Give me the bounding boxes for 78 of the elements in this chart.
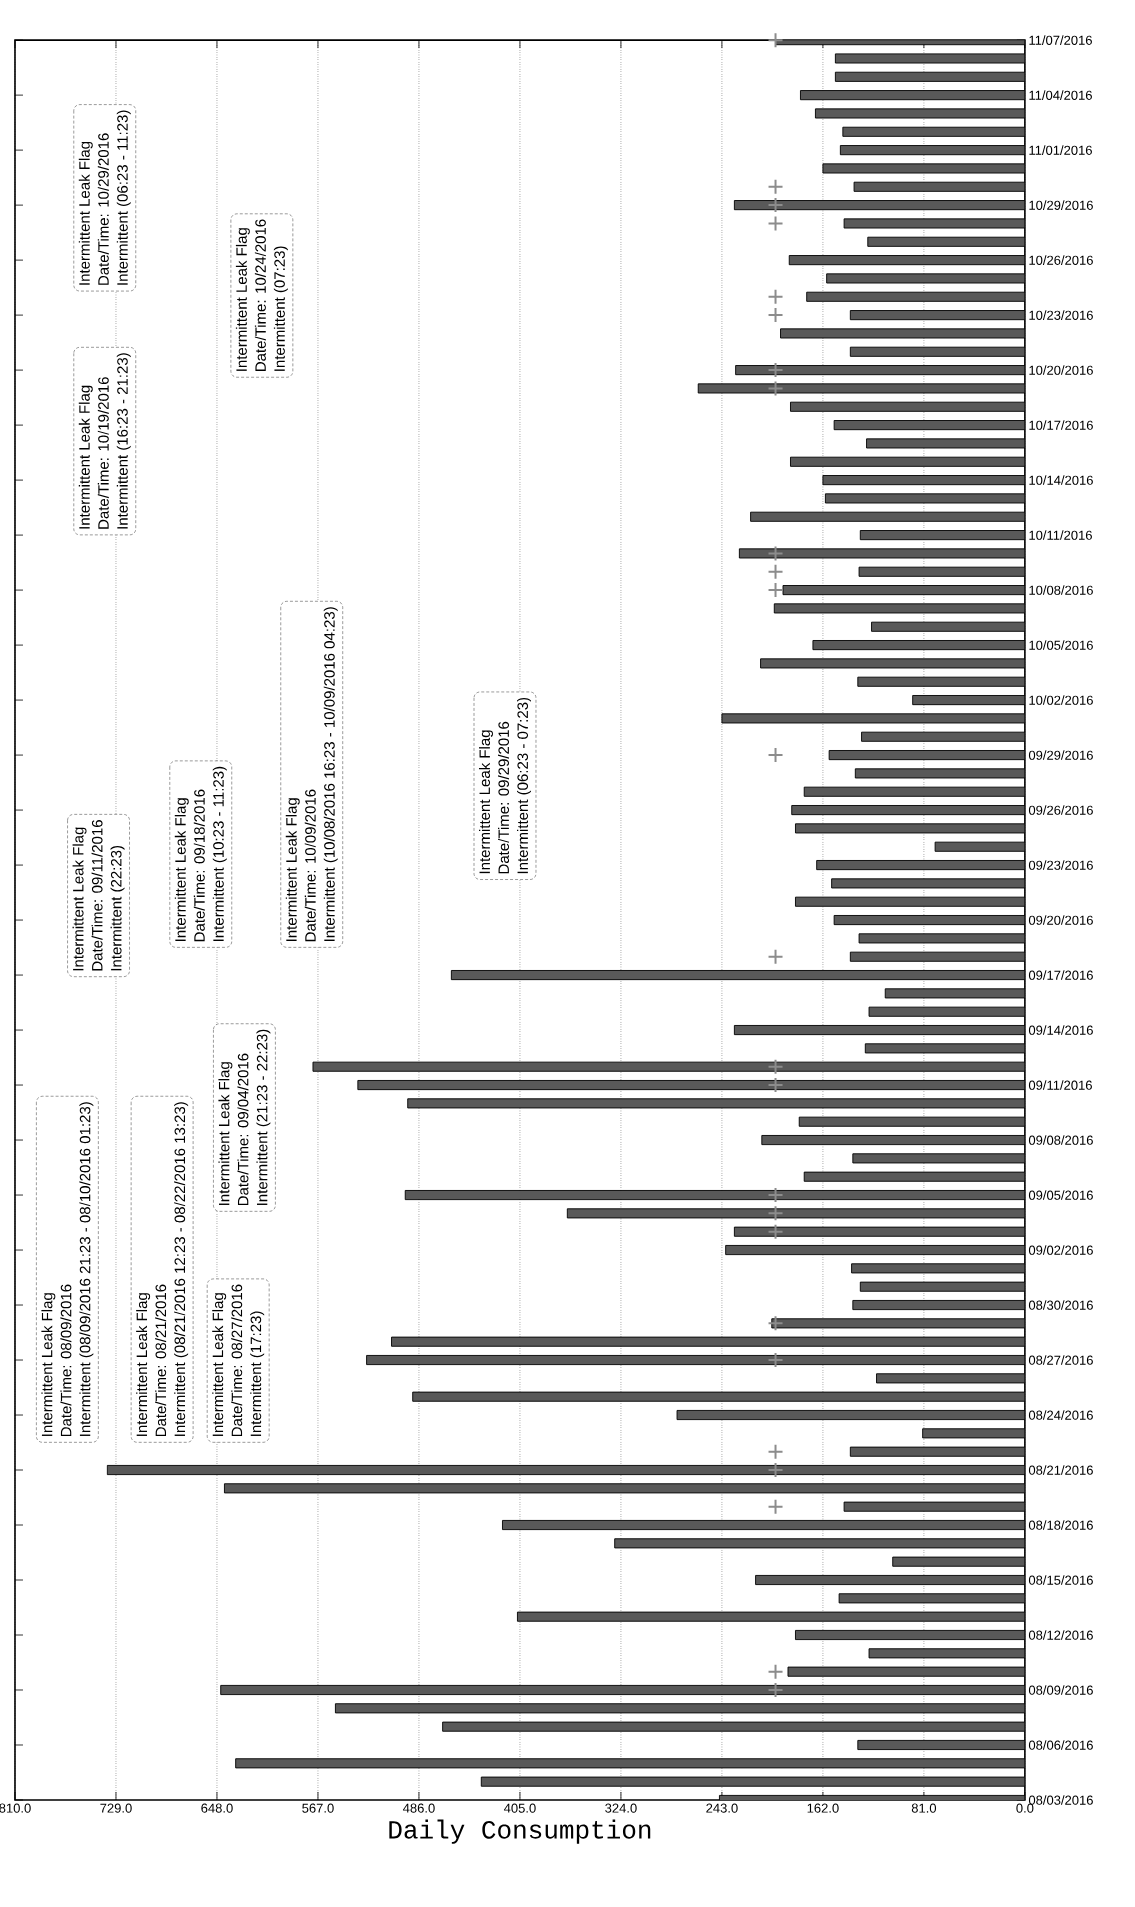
annotation: Intermittent Leak Flag	[136, 1293, 151, 1436]
y-tick-label: 09/14/2016	[1028, 1025, 1093, 1035]
annotation: Intermittent Leak Flag	[78, 142, 93, 285]
annotation: Intermittent (16:23 - 21:23)	[116, 353, 131, 529]
y-tick-label: 09/29/2016	[1028, 750, 1093, 760]
y-tick-label: 09/23/2016	[1028, 860, 1093, 870]
y-tick-label: 08/15/2016	[1028, 1575, 1093, 1585]
annotation: Intermittent (10:23 - 11:23)	[212, 766, 227, 941]
y-tick-label: 11/07/2016	[1029, 35, 1092, 45]
annotation: Intermittent Leak Flag	[479, 730, 493, 874]
y-tick-label: 08/09/2016	[1028, 1685, 1093, 1695]
annotation: Intermittent (21:23 - 22:23)	[256, 1029, 271, 1205]
y-tick-label: 10/05/2016	[1029, 640, 1093, 650]
annotation: Date/Time: 09/04/2016	[237, 1053, 249, 1206]
annotation: Intermittent Leak Flag	[212, 1293, 227, 1436]
x-tick-label: 0.0	[1016, 1803, 1034, 1813]
y-tick-label: 11/04/2016	[1029, 90, 1092, 100]
annotation: Date/Time: 09/18/2016	[193, 789, 205, 942]
y-tick-label: 11/01/2016	[1029, 145, 1092, 155]
y-tick-label: 10/11/2016	[1029, 530, 1092, 540]
y-tick-label: 10/02/2016	[1029, 695, 1093, 705]
annotation: Date/Time: 10/09/2016	[304, 789, 316, 942]
y-tick-label: 10/23/2016	[1029, 310, 1093, 320]
y-tick-label: 08/12/2016	[1028, 1630, 1093, 1640]
y-tick-label: 08/27/2016	[1028, 1355, 1093, 1365]
y-tick-label: 08/30/2016	[1028, 1300, 1093, 1310]
x-axis-title: Daily Consumption	[389, 1819, 651, 1844]
x-tick-label: 729.0	[100, 1803, 132, 1813]
annotation: Date/Time: 10/29/2016	[97, 133, 109, 285]
x-tick-label: 567.0	[302, 1803, 334, 1813]
y-tick-label: 09/26/2016	[1028, 805, 1093, 815]
annotation: Intermittent (10/08/2016 16:23 - 10/09/2016 04:23)	[323, 607, 338, 941]
annotation: Intermittent Leak Flag	[78, 385, 93, 529]
x-tick-label: 81.0	[911, 1803, 937, 1813]
x-tick-label: 243.0	[706, 1803, 738, 1813]
x-tick-label: 486.0	[402, 1803, 435, 1813]
y-tick-label: 09/08/2016	[1028, 1135, 1093, 1145]
annotation: Intermittent (17:23)	[250, 1311, 265, 1436]
y-tick-label: 10/08/2016	[1029, 585, 1093, 595]
annotation: Intermittent Leak Flag	[41, 1293, 56, 1436]
annotation: Date/Time: 10/24/2016	[254, 219, 266, 372]
annotation: Intermittent (08/09/2016 21:23 - 08/10/2016 01:23)	[79, 1102, 94, 1436]
y-tick-label: 10/29/2016	[1029, 200, 1093, 210]
annotation: Intermittent (06:23 - 11:23)	[116, 110, 131, 285]
y-tick-label: 10/20/2016	[1029, 365, 1093, 375]
y-tick-label: 10/26/2016	[1029, 255, 1093, 265]
annotation: Intermittent (07:23)	[273, 246, 288, 371]
y-tick-label: 10/17/2016	[1029, 420, 1093, 430]
annotation: Intermittent (22:23)	[110, 845, 125, 971]
x-tick-label: 324.0	[605, 1803, 637, 1813]
annotation: Date/Time: 10/19/2016	[97, 377, 109, 529]
x-tick-label: 405.0	[503, 1803, 536, 1813]
y-tick-label: 09/20/2016	[1028, 915, 1093, 925]
y-tick-label: 09/05/2016	[1028, 1190, 1093, 1200]
y-tick-label: 08/24/2016	[1028, 1410, 1093, 1420]
x-tick-label: 648.0	[201, 1803, 233, 1813]
annotation: Intermittent Leak Flag	[235, 228, 250, 371]
annotation: Intermittent Leak Flag	[218, 1062, 233, 1205]
annotation: Intermittent Leak Flag	[285, 798, 300, 941]
y-tick-label: 08/06/2016	[1028, 1740, 1093, 1750]
y-tick-label: 08/03/2016	[1028, 1795, 1093, 1805]
y-tick-label: 09/02/2016	[1028, 1245, 1093, 1255]
annotation: Intermittent (08/21/2016 12:23 - 08/22/2016 13:23)	[174, 1102, 189, 1436]
x-tick-label: 162.0	[807, 1803, 839, 1813]
y-tick-label: 09/17/2016	[1028, 970, 1093, 980]
annotation: Intermittent Leak Flag	[72, 827, 87, 971]
annotation: Date/Time: 09/11/2016	[91, 820, 103, 971]
y-tick-label: 10/14/2016	[1029, 475, 1093, 485]
annotation: Date/Time: 08/21/2016	[155, 1284, 167, 1437]
y-tick-label: 09/11/2016	[1028, 1080, 1092, 1090]
annotation: Date/Time: 08/27/2016	[231, 1284, 243, 1437]
y-tick-label: 08/18/2016	[1028, 1520, 1093, 1530]
annotation: Date/Time: 09/29/2016	[498, 721, 510, 874]
y-tick-label: 08/21/2016	[1028, 1465, 1093, 1475]
annotation: Date/Time: 08/09/2016	[60, 1284, 72, 1437]
annotation: Intermittent (06:23 - 07:23)	[517, 697, 531, 874]
annotation: Intermittent Leak Flag	[174, 798, 189, 941]
x-tick-label: 810.0	[0, 1803, 31, 1813]
